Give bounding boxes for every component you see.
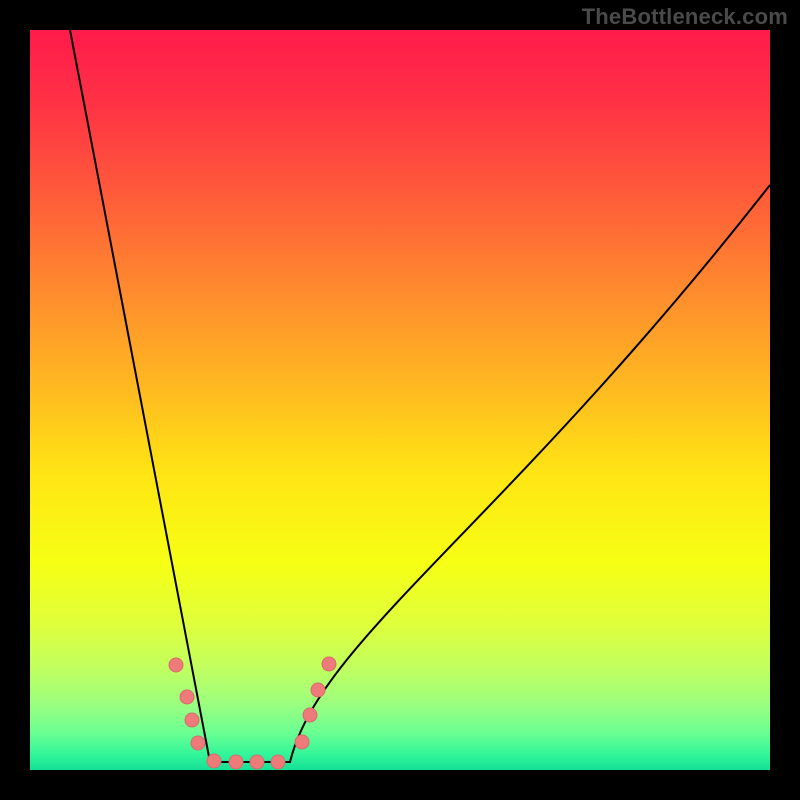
data-marker <box>295 735 309 749</box>
data-marker <box>229 755 243 769</box>
data-marker <box>180 690 194 704</box>
watermark-label: TheBottleneck.com <box>582 4 788 30</box>
data-marker <box>322 657 336 671</box>
chart-svg <box>0 0 800 800</box>
chart-stage: TheBottleneck.com <box>0 0 800 800</box>
data-marker <box>250 755 264 769</box>
data-marker <box>271 755 285 769</box>
data-marker <box>169 658 183 672</box>
data-marker <box>207 754 221 768</box>
data-marker <box>185 713 199 727</box>
data-marker <box>303 708 317 722</box>
data-marker <box>191 736 205 750</box>
data-marker <box>311 683 325 697</box>
